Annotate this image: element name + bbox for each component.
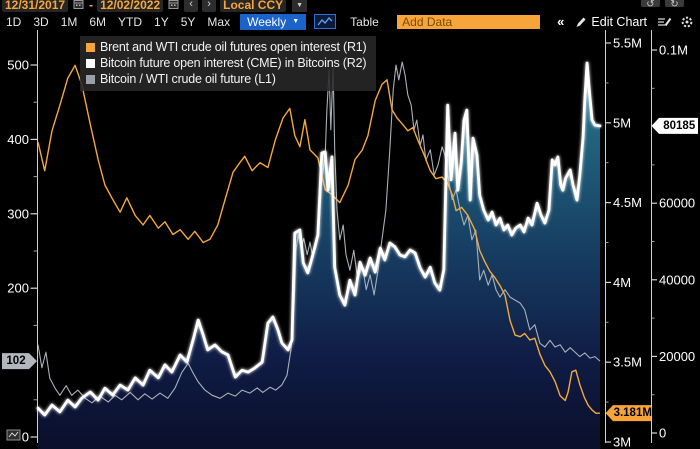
collapse-panel-button[interactable]: « xyxy=(557,14,565,29)
period-button-1d[interactable]: 1D xyxy=(6,14,22,29)
line-chart-icon-button[interactable] xyxy=(314,14,337,29)
prev-period-button[interactable]: ‹ xyxy=(184,0,199,12)
last-value-badge-bitcoin: 80185 xyxy=(651,117,698,134)
axis-tick-label: 20000 xyxy=(659,349,695,364)
period-button-1m[interactable]: 1M xyxy=(60,14,78,29)
start-date-field[interactable]: 12/31/2017 xyxy=(2,0,69,12)
frequency-dropdown[interactable]: Weekly ▼ xyxy=(240,13,307,30)
calendar-icon[interactable] xyxy=(168,0,179,10)
gear-icon xyxy=(681,16,693,27)
left-axis: 500 400 300 200 0 xyxy=(7,58,38,445)
undo-button[interactable]: ↺ xyxy=(641,0,660,7)
period-button-ytd[interactable]: YTD xyxy=(118,14,143,29)
axis-tick-label: 300 xyxy=(7,206,29,221)
chart-legend: Brent and WTI crude oil futures open int… xyxy=(80,36,376,91)
period-tabs: 1D 3D 1M 6M YTD 1Y 5Y Max xyxy=(0,15,236,29)
line-chart-icon xyxy=(317,16,333,25)
period-button-max[interactable]: Max xyxy=(207,14,231,29)
pencil-icon xyxy=(576,17,586,27)
currency-dropdown-caret-icon[interactable]: ▼ xyxy=(292,0,308,12)
legend-swatch-oil xyxy=(86,42,95,52)
badge-value: 102 xyxy=(6,355,25,367)
chart-plot-area[interactable]: 500 400 300 200 0 5.5M 5M 4.5M 4M 3.5M 3M 0.1M 60000… xyxy=(0,30,700,449)
axis-tick-label: 4.5M xyxy=(613,195,642,210)
mini-chart-icon[interactable] xyxy=(6,429,21,441)
axis-tick-label: 4M xyxy=(613,275,631,290)
period-button-1y[interactable]: 1Y xyxy=(154,14,169,29)
axis-tick-label: 200 xyxy=(7,281,29,296)
legend-item[interactable]: Bitcoin / WTI crude oil future (L1) xyxy=(86,71,367,87)
axis-tick-label: 400 xyxy=(7,132,29,147)
period-button-6m[interactable]: 6M xyxy=(89,14,107,29)
next-period-button[interactable]: › xyxy=(202,0,217,12)
axis-tick-label: 3.5M xyxy=(613,355,642,370)
toolbar-main-row: 1D 3D 1M 6M YTD 1Y 5Y Max Weekly ▼ Table Add Da… xyxy=(0,13,700,30)
right-axis-r1: 5.5M 5M 4.5M 4M 3.5M 3M xyxy=(605,36,642,449)
settings-gear-icon-button[interactable] xyxy=(680,15,694,29)
legend-swatch-bitcoin-oi xyxy=(86,58,95,68)
date-separator: - xyxy=(89,0,94,12)
last-value-badge-ratio: 102 xyxy=(2,353,37,370)
right-axis-r2: 0.1M 60000 40000 20000 0 xyxy=(651,43,695,441)
last-value-badge-oil: 3.181M xyxy=(605,405,652,422)
legend-item[interactable]: Bitcoin future open interest (CME) in Bi… xyxy=(86,55,367,71)
annotate-icon xyxy=(658,17,672,26)
axis-tick-label: 5M xyxy=(613,115,631,130)
series-bitcoin-wti-ratio-line[interactable] xyxy=(37,61,601,404)
axis-tick-label: 5.5M xyxy=(613,36,642,51)
bitcoin-oi-area-fill xyxy=(38,63,600,449)
axis-tick-label: 0.1M xyxy=(659,43,688,58)
edit-chart-button[interactable]: Edit Chart xyxy=(571,15,651,29)
axis-tick-label: 60000 xyxy=(659,196,695,211)
badge-value: 80185 xyxy=(663,120,696,132)
edit-chart-label: Edit Chart xyxy=(591,14,647,29)
add-data-input[interactable]: Add Data xyxy=(397,14,541,29)
axis-tick-label: 0 xyxy=(22,430,29,445)
badge-value: 3.181M xyxy=(614,407,652,419)
currency-selector[interactable]: Local CCY xyxy=(220,0,287,12)
period-button-5y[interactable]: 5Y xyxy=(180,14,196,29)
axis-tick-label: 0 xyxy=(659,426,666,441)
axis-tick-label: 40000 xyxy=(659,272,695,287)
axis-tick-label: 3M xyxy=(613,435,631,449)
table-button[interactable]: Table xyxy=(350,14,379,29)
period-button-3d[interactable]: 3D xyxy=(33,14,49,29)
end-date-field[interactable]: 12/02/2022 xyxy=(97,0,164,12)
series-crude-oil-open-interest-line[interactable] xyxy=(37,64,601,414)
axis-tick-label: 500 xyxy=(7,58,29,73)
chart-canvas[interactable]: 500 400 300 200 0 5.5M 5M 4.5M 4M 3.5M 3M 0.1M 60000… xyxy=(0,30,700,449)
redo-button[interactable]: ↻ xyxy=(665,0,684,7)
legend-label: Brent and WTI crude oil futures open int… xyxy=(100,40,367,54)
series-bitcoin-open-interest-line[interactable] xyxy=(36,61,602,417)
frequency-label: Weekly xyxy=(247,14,287,29)
calendar-icon[interactable] xyxy=(73,0,84,10)
toolbar-date-row: 12/31/2017 - 12/02/2022 ‹ › Local CCY ▼ … xyxy=(0,0,700,13)
legend-label: Bitcoin / WTI crude oil future (L1) xyxy=(100,72,276,86)
legend-label: Bitcoin future open interest (CME) in Bi… xyxy=(100,56,367,70)
legend-item[interactable]: Brent and WTI crude oil futures open int… xyxy=(86,39,367,55)
chevron-down-icon: ▼ xyxy=(292,17,300,25)
annotate-chart-icon-button[interactable] xyxy=(656,16,672,28)
legend-swatch-ratio xyxy=(86,74,95,84)
